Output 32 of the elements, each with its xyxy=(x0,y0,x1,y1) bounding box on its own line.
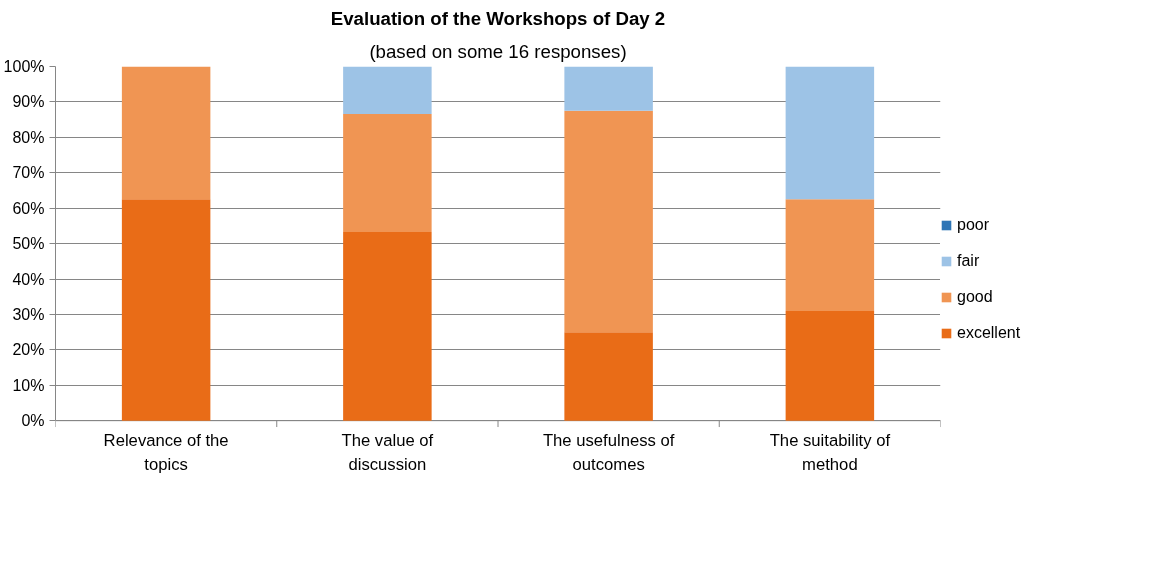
legend-label: good xyxy=(957,287,993,306)
y-tick-label: 80% xyxy=(12,128,45,146)
y-tick-label: 40% xyxy=(12,270,45,288)
y-tick-label: 50% xyxy=(12,235,45,253)
y-tick-label: 20% xyxy=(12,341,45,359)
y-tick-label: 70% xyxy=(12,164,45,182)
legend-label: fair xyxy=(957,251,980,270)
x-tick-label: The suitability of method xyxy=(769,430,891,475)
bar xyxy=(343,66,432,114)
chart-title: Evaluation of the Workshops of Day 2 xyxy=(330,7,666,29)
y-tick-label: 60% xyxy=(12,199,45,217)
chart-subtitle: (based on some 16 responses) xyxy=(369,40,627,62)
bar xyxy=(785,199,875,311)
y-tick-label: 0% xyxy=(21,412,45,430)
x-tick-label: The usefulness of outcomes xyxy=(542,430,675,475)
bar xyxy=(121,66,211,200)
y-tick-label: 30% xyxy=(12,305,45,323)
bar xyxy=(564,110,653,333)
bar xyxy=(564,66,653,111)
bar xyxy=(343,113,432,232)
y-tick-label: 100% xyxy=(3,58,45,75)
legend-label: excellent xyxy=(957,323,1021,342)
bar xyxy=(343,231,432,421)
bar xyxy=(564,332,653,421)
y-tick-label: 90% xyxy=(12,93,45,111)
y-tick-label: 10% xyxy=(12,376,45,394)
x-tick-label: Relevance of the topics xyxy=(103,430,229,475)
bar xyxy=(785,310,875,421)
legend-label: poor xyxy=(957,215,990,234)
bar xyxy=(121,199,211,421)
x-tick-label: The value of discussion xyxy=(341,430,434,475)
bar xyxy=(785,66,875,200)
